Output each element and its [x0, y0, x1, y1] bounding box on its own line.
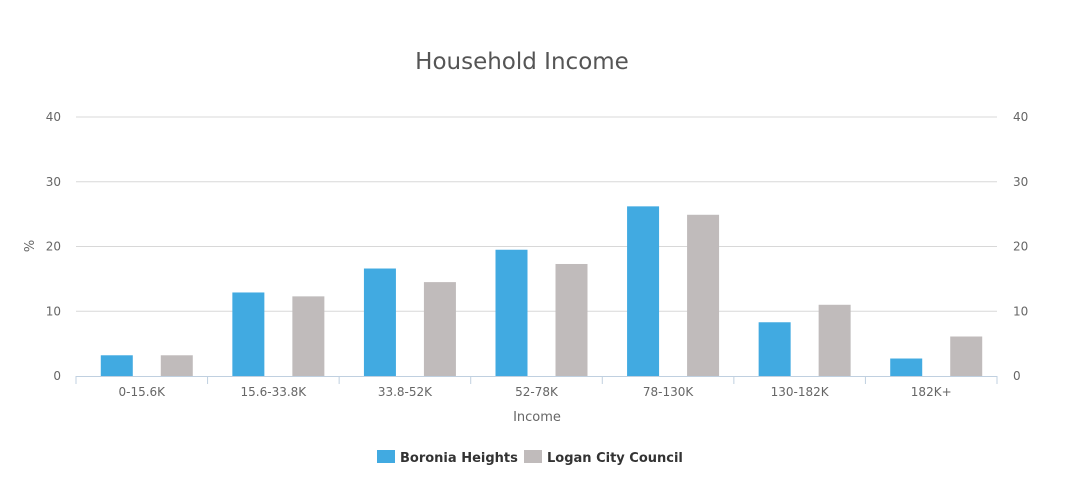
chart-title: Household Income	[415, 49, 629, 75]
bar-boronia-heights[interactable]	[363, 268, 396, 376]
bar-logan-city-council[interactable]	[160, 355, 193, 376]
bars	[100, 206, 983, 376]
bar-logan-city-council[interactable]	[292, 296, 325, 376]
x-tick-label: 15.6-33.8K	[241, 385, 308, 399]
x-tick-label: 130-182K	[771, 385, 830, 399]
y-tick-label-left: 10	[46, 304, 61, 318]
y-tick-label-right: 20	[1013, 240, 1028, 254]
y-tick-label-left: 20	[46, 240, 61, 254]
y-axis-left-ticks: 0 10 20 30 40	[46, 110, 61, 383]
bar-boronia-heights[interactable]	[627, 206, 660, 376]
bar-boronia-heights[interactable]	[100, 355, 133, 376]
bar-logan-city-council[interactable]	[555, 263, 588, 376]
legend-label[interactable]: Logan City Council	[547, 451, 683, 466]
x-tick-label: 182K+	[911, 385, 952, 399]
x-tick-label: 0-15.6K	[119, 385, 167, 399]
legend-swatch	[377, 450, 395, 463]
y-tick-label-left: 0	[53, 369, 61, 383]
y-tick-label-left: 40	[46, 110, 61, 124]
x-tick-label: 78-130K	[643, 385, 695, 399]
x-tick-label: 33.8-52K	[378, 385, 433, 399]
bar-logan-city-council[interactable]	[423, 282, 456, 376]
y-tick-label-right: 40	[1013, 110, 1028, 124]
y-axis-right-ticks: 0 10 20 30 40	[1013, 110, 1028, 383]
y-tick-label-right: 0	[1013, 369, 1021, 383]
y-tick-label-left: 30	[46, 175, 61, 189]
legend-label[interactable]: Boronia Heights	[400, 451, 518, 466]
bar-boronia-heights[interactable]	[758, 322, 791, 376]
x-tick-label: 52-78K	[515, 385, 559, 399]
bar-boronia-heights[interactable]	[495, 249, 528, 376]
grid-lines	[76, 116, 997, 312]
bar-logan-city-council[interactable]	[818, 304, 851, 376]
x-axis-title: Income	[513, 410, 561, 425]
y-tick-label-right: 10	[1013, 304, 1028, 318]
bar-boronia-heights[interactable]	[890, 358, 923, 376]
bar-logan-city-council[interactable]	[950, 336, 983, 376]
y-tick-label-right: 30	[1013, 175, 1028, 189]
y-axis-title: %	[23, 240, 38, 252]
bar-boronia-heights[interactable]	[232, 292, 265, 376]
x-axis: 0-15.6K 15.6-33.8K 33.8-52K 52-78K 78-130K 13…	[75, 376, 998, 399]
legend: Boronia Heights Logan City Council	[377, 450, 683, 466]
bar-logan-city-council[interactable]	[687, 214, 720, 376]
legend-swatch	[524, 450, 542, 463]
